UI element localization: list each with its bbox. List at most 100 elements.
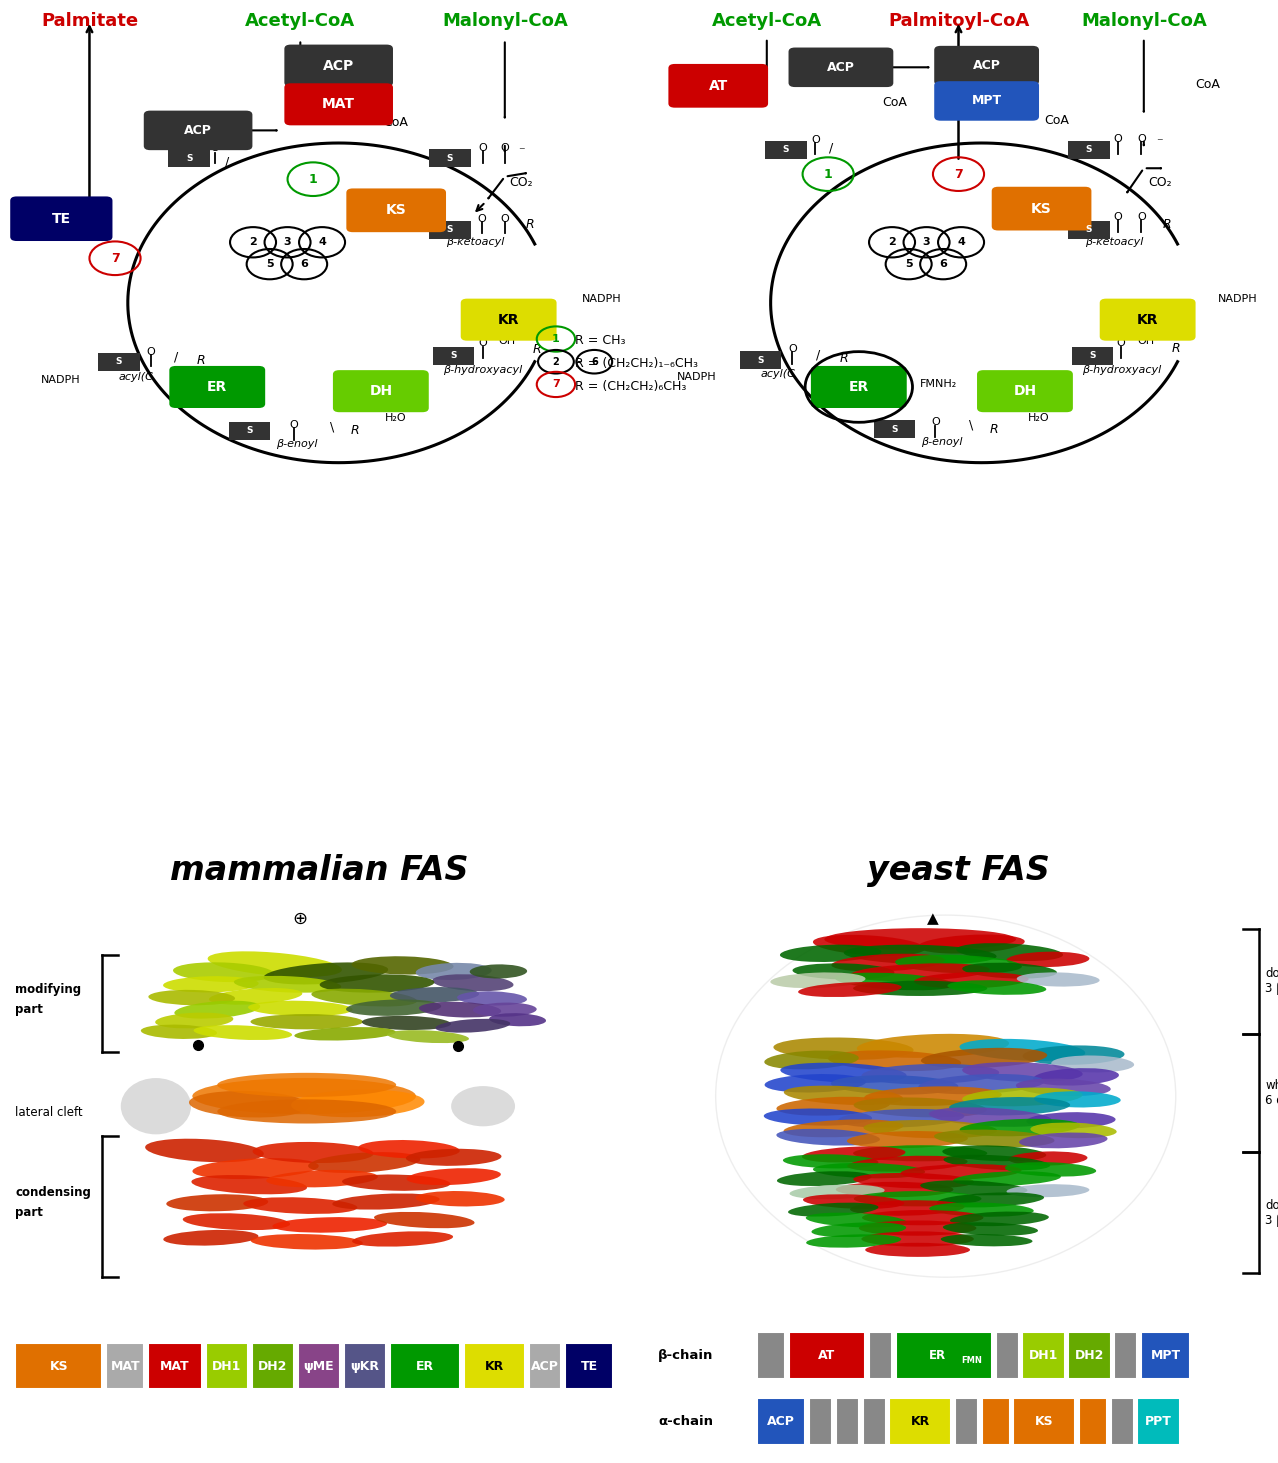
Ellipse shape xyxy=(789,1203,878,1217)
Text: 1: 1 xyxy=(552,334,560,344)
Text: CO₂: CO₂ xyxy=(510,176,533,189)
Ellipse shape xyxy=(308,1151,420,1173)
Text: /: / xyxy=(815,348,820,361)
Text: ER: ER xyxy=(207,380,227,394)
Text: wheel
6 α-chains: wheel 6 α-chains xyxy=(1265,1078,1278,1107)
Ellipse shape xyxy=(801,1147,906,1163)
Text: β-hydroxyacyl: β-hydroxyacyl xyxy=(1082,366,1162,375)
Ellipse shape xyxy=(813,935,925,955)
Text: R: R xyxy=(990,423,998,436)
FancyBboxPatch shape xyxy=(934,80,1039,121)
Text: O: O xyxy=(1137,133,1145,143)
Text: KS: KS xyxy=(50,1359,68,1372)
Ellipse shape xyxy=(1034,1091,1121,1107)
Text: ACP: ACP xyxy=(323,59,354,73)
Text: S: S xyxy=(245,426,253,435)
Bar xyxy=(1072,347,1113,364)
Ellipse shape xyxy=(1052,1055,1134,1072)
Bar xyxy=(15,1343,102,1390)
Text: NADPH: NADPH xyxy=(1218,294,1258,304)
Text: modifying: modifying xyxy=(15,983,82,996)
Text: 6: 6 xyxy=(939,259,947,269)
Bar xyxy=(1013,1399,1075,1444)
Text: ACP: ACP xyxy=(184,124,212,138)
Ellipse shape xyxy=(1033,1068,1120,1086)
Ellipse shape xyxy=(207,951,343,977)
Ellipse shape xyxy=(148,990,235,1005)
Text: mammalian FAS: mammalian FAS xyxy=(170,853,469,887)
Ellipse shape xyxy=(780,945,882,963)
Text: CoA: CoA xyxy=(1044,114,1068,127)
Ellipse shape xyxy=(918,935,1025,954)
Ellipse shape xyxy=(234,976,341,993)
Text: MAT: MAT xyxy=(160,1359,190,1372)
Text: KS: KS xyxy=(1031,202,1052,215)
FancyBboxPatch shape xyxy=(143,111,252,151)
Ellipse shape xyxy=(266,1170,378,1188)
Text: Acetyl-CoA: Acetyl-CoA xyxy=(712,12,822,31)
Ellipse shape xyxy=(183,1213,290,1230)
Text: Palmitate: Palmitate xyxy=(41,12,138,31)
Ellipse shape xyxy=(1005,1162,1097,1176)
Text: ▲: ▲ xyxy=(927,911,939,926)
Ellipse shape xyxy=(263,963,389,985)
Text: KS: KS xyxy=(386,203,406,218)
Text: O: O xyxy=(789,344,796,354)
Ellipse shape xyxy=(773,1037,914,1059)
Ellipse shape xyxy=(248,1001,353,1017)
Ellipse shape xyxy=(1016,1078,1111,1096)
Text: S: S xyxy=(446,225,454,234)
Ellipse shape xyxy=(962,963,1057,979)
Ellipse shape xyxy=(960,1039,1085,1061)
Bar xyxy=(740,351,781,369)
Text: β-ketoacyl: β-ketoacyl xyxy=(446,237,505,247)
Bar xyxy=(106,1343,144,1390)
Bar xyxy=(390,1343,460,1390)
Ellipse shape xyxy=(921,1048,1047,1068)
Text: FMN: FMN xyxy=(961,1356,983,1365)
Ellipse shape xyxy=(781,1062,906,1083)
Ellipse shape xyxy=(120,1078,192,1134)
Ellipse shape xyxy=(208,988,303,1005)
Text: ): ) xyxy=(847,369,851,379)
Text: 3: 3 xyxy=(923,237,930,247)
Ellipse shape xyxy=(174,1001,261,1018)
Ellipse shape xyxy=(854,1173,974,1188)
Text: O: O xyxy=(211,143,219,154)
Ellipse shape xyxy=(415,1191,505,1207)
Bar xyxy=(874,420,915,437)
Text: ER: ER xyxy=(415,1359,435,1372)
Text: O: O xyxy=(290,420,298,430)
Text: n+2: n+2 xyxy=(179,379,197,388)
Text: KR: KR xyxy=(498,313,519,326)
Ellipse shape xyxy=(1007,1184,1089,1197)
Text: \: \ xyxy=(330,421,335,435)
Ellipse shape xyxy=(962,1062,1082,1083)
Ellipse shape xyxy=(943,1154,1051,1170)
Text: ACP: ACP xyxy=(532,1359,558,1372)
Text: CoA: CoA xyxy=(882,97,906,110)
Ellipse shape xyxy=(1019,1132,1108,1148)
Text: 6: 6 xyxy=(300,259,308,269)
Text: H₂O: H₂O xyxy=(386,413,406,423)
Bar xyxy=(169,149,210,167)
Text: α-chain: α-chain xyxy=(658,1415,713,1428)
Ellipse shape xyxy=(783,1086,904,1105)
Ellipse shape xyxy=(836,1182,953,1197)
Ellipse shape xyxy=(942,1146,1047,1162)
Ellipse shape xyxy=(192,1078,417,1115)
Text: MPT: MPT xyxy=(971,95,1002,107)
Text: 5: 5 xyxy=(266,259,273,269)
Text: acyl(C: acyl(C xyxy=(119,372,153,382)
Ellipse shape xyxy=(854,1146,988,1162)
Bar xyxy=(1022,1333,1065,1378)
Ellipse shape xyxy=(777,1097,889,1116)
Bar xyxy=(433,347,474,364)
Text: 7: 7 xyxy=(955,168,962,180)
Ellipse shape xyxy=(835,973,955,990)
FancyBboxPatch shape xyxy=(789,47,893,88)
Ellipse shape xyxy=(362,1015,451,1030)
Ellipse shape xyxy=(812,1222,906,1238)
Ellipse shape xyxy=(953,1172,1061,1186)
Text: O: O xyxy=(479,338,487,348)
